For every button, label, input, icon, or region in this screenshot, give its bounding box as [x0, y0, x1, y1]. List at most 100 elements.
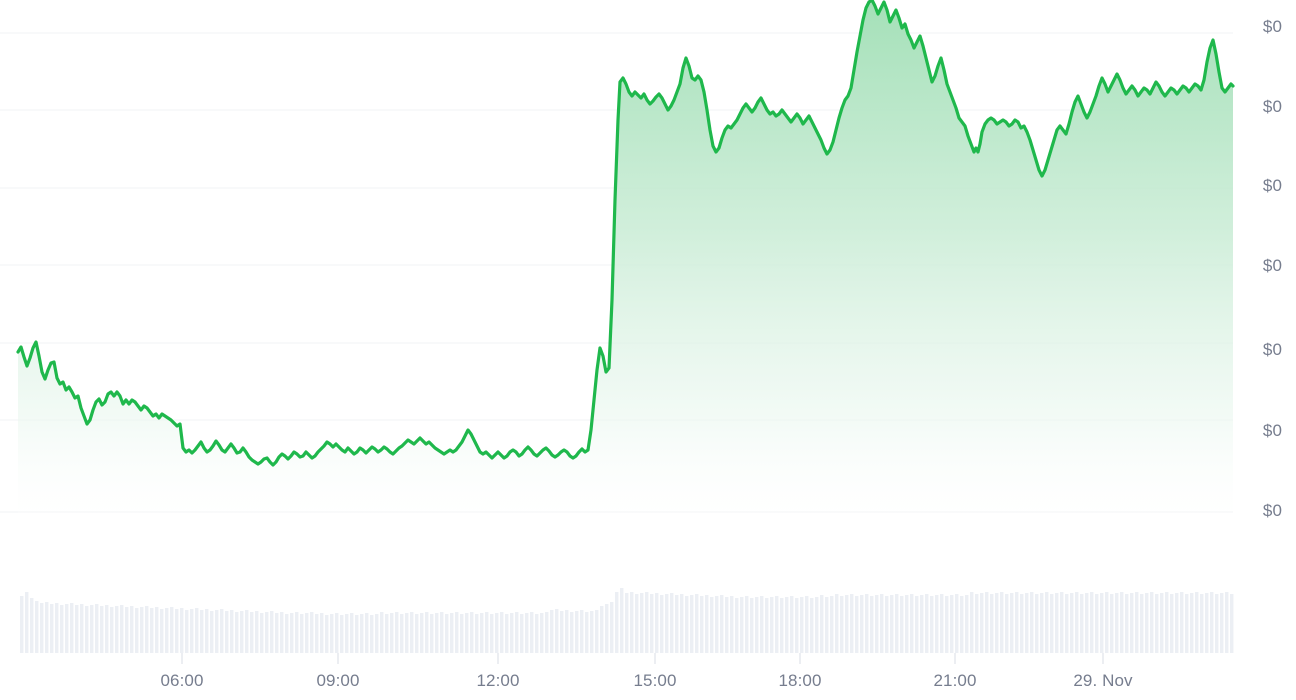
- volume-bar[interactable]: [750, 598, 754, 653]
- volume-bar[interactable]: [1035, 594, 1039, 653]
- volume-bar[interactable]: [850, 594, 854, 653]
- volume-bar[interactable]: [325, 615, 329, 653]
- volume-bar[interactable]: [800, 597, 804, 653]
- volume-bar[interactable]: [1100, 593, 1104, 653]
- volume-bar[interactable]: [395, 612, 399, 653]
- volume-bar[interactable]: [930, 596, 934, 653]
- volume-bar[interactable]: [790, 596, 794, 653]
- volume-bar[interactable]: [890, 595, 894, 653]
- volume-bar[interactable]: [720, 595, 724, 653]
- volume-bar[interactable]: [565, 610, 569, 653]
- volume-bar[interactable]: [180, 608, 184, 653]
- volume-bar[interactable]: [1065, 594, 1069, 653]
- volume-bar[interactable]: [430, 614, 434, 653]
- volume-bar[interactable]: [545, 612, 549, 653]
- volume-bar[interactable]: [1195, 592, 1199, 653]
- volume-bar[interactable]: [605, 604, 609, 653]
- volume-bar[interactable]: [980, 593, 984, 653]
- volume-bar[interactable]: [1005, 594, 1009, 653]
- volume-bar[interactable]: [170, 607, 174, 653]
- volume-bar[interactable]: [35, 601, 39, 653]
- volume-bar[interactable]: [495, 613, 499, 653]
- volume-bar[interactable]: [125, 607, 129, 653]
- volume-bar[interactable]: [880, 594, 884, 653]
- volume-bar[interactable]: [260, 613, 264, 653]
- volume-bar[interactable]: [340, 615, 344, 653]
- volume-bar[interactable]: [975, 594, 979, 653]
- volume-bar[interactable]: [445, 614, 449, 653]
- volume-bar[interactable]: [570, 612, 574, 653]
- volume-bar[interactable]: [70, 603, 74, 653]
- volume-bar[interactable]: [405, 613, 409, 653]
- volume-bar[interactable]: [985, 592, 989, 653]
- volume-bar[interactable]: [1190, 593, 1194, 653]
- volume-bar[interactable]: [25, 592, 29, 653]
- volume-bar[interactable]: [85, 606, 89, 653]
- volume-bar[interactable]: [615, 592, 619, 653]
- volume-bar[interactable]: [745, 596, 749, 653]
- volume-bar[interactable]: [650, 594, 654, 653]
- volume-bar[interactable]: [515, 612, 519, 653]
- volume-bar[interactable]: [1070, 593, 1074, 653]
- volume-bar[interactable]: [560, 611, 564, 653]
- volume-bar[interactable]: [490, 614, 494, 653]
- volume-bar[interactable]: [770, 597, 774, 653]
- volume-bar[interactable]: [110, 607, 114, 653]
- volume-bar[interactable]: [885, 596, 889, 653]
- volume-bar[interactable]: [900, 596, 904, 653]
- volume-bar[interactable]: [65, 604, 69, 653]
- volume-bar[interactable]: [935, 595, 939, 653]
- volume-bar[interactable]: [940, 594, 944, 653]
- volume-bar[interactable]: [550, 610, 554, 653]
- volume-bar[interactable]: [95, 604, 99, 653]
- volume-bar[interactable]: [1215, 594, 1219, 653]
- volume-bar[interactable]: [625, 593, 629, 653]
- volume-bar[interactable]: [845, 595, 849, 653]
- volume-bar[interactable]: [840, 596, 844, 653]
- volume-bar[interactable]: [705, 595, 709, 653]
- volume-bar[interactable]: [400, 614, 404, 653]
- volume-bar[interactable]: [385, 614, 389, 653]
- volume-bar[interactable]: [485, 612, 489, 653]
- volume-bar[interactable]: [500, 612, 504, 653]
- volume-bar[interactable]: [1105, 592, 1109, 653]
- volume-bar[interactable]: [1230, 594, 1234, 653]
- volume-bar[interactable]: [670, 593, 674, 653]
- volume-bar[interactable]: [960, 596, 964, 653]
- volume-bar[interactable]: [730, 596, 734, 653]
- volume-bar[interactable]: [115, 606, 119, 653]
- volume-bar[interactable]: [120, 605, 124, 653]
- volume-bar[interactable]: [920, 595, 924, 653]
- volume-bar[interactable]: [1170, 594, 1174, 653]
- volume-bar[interactable]: [955, 594, 959, 653]
- volume-bar[interactable]: [785, 597, 789, 653]
- volume-bar[interactable]: [20, 596, 24, 653]
- volume-bar[interactable]: [1150, 592, 1154, 653]
- volume-bar[interactable]: [280, 612, 284, 653]
- volume-bar[interactable]: [360, 614, 364, 653]
- volume-bar[interactable]: [1085, 593, 1089, 653]
- volume-bar[interactable]: [1120, 592, 1124, 653]
- volume-bar[interactable]: [380, 612, 384, 653]
- volume-bar[interactable]: [350, 613, 354, 653]
- volume-bar[interactable]: [1055, 593, 1059, 653]
- volume-bar[interactable]: [525, 613, 529, 653]
- volume-bar[interactable]: [1080, 594, 1084, 653]
- volume-bar[interactable]: [165, 608, 169, 653]
- volume-bar[interactable]: [870, 596, 874, 653]
- volume-bar[interactable]: [795, 598, 799, 653]
- volume-bar[interactable]: [505, 614, 509, 653]
- volume-bar[interactable]: [1040, 593, 1044, 653]
- volume-bar[interactable]: [725, 597, 729, 653]
- volume-bar[interactable]: [480, 613, 484, 653]
- volume-bar[interactable]: [135, 608, 139, 653]
- volume-bar[interactable]: [1090, 592, 1094, 653]
- volume-bar[interactable]: [225, 611, 229, 653]
- volume-bar[interactable]: [300, 614, 304, 653]
- volume-bar[interactable]: [425, 612, 429, 653]
- volume-bar[interactable]: [655, 593, 659, 653]
- volume-bar[interactable]: [140, 607, 144, 653]
- volume-bar[interactable]: [580, 610, 584, 653]
